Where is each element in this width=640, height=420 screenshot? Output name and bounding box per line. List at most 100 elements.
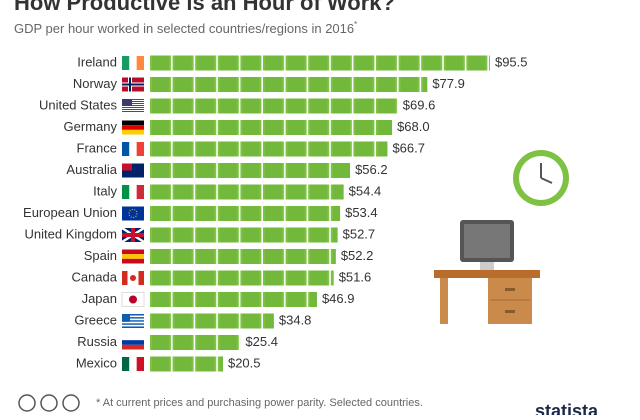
bar bbox=[150, 77, 428, 92]
flag-part bbox=[122, 99, 144, 100]
flag bbox=[122, 357, 144, 371]
flag-part bbox=[122, 326, 144, 328]
flag-part bbox=[122, 315, 144, 318]
flag-part bbox=[122, 120, 144, 126]
category-label: Spain bbox=[84, 248, 117, 263]
category-label: Germany bbox=[64, 119, 118, 134]
flag-part bbox=[122, 99, 132, 106]
value-label: $52.2 bbox=[341, 248, 374, 263]
category-label: United Kingdom bbox=[25, 226, 118, 241]
category-label: Mexico bbox=[76, 355, 117, 370]
value-label: $56.2 bbox=[355, 162, 388, 177]
flag-part bbox=[130, 275, 136, 281]
value-label: $34.8 bbox=[279, 312, 312, 327]
flag-part bbox=[122, 83, 144, 86]
flag-part bbox=[122, 254, 144, 259]
flag-part bbox=[122, 142, 130, 156]
flag-part bbox=[122, 185, 130, 199]
flag-part bbox=[136, 56, 144, 70]
category-label: Australia bbox=[66, 162, 117, 177]
flag-part bbox=[122, 129, 144, 135]
flag-part bbox=[122, 101, 144, 102]
category-label: Italy bbox=[93, 183, 117, 198]
flag-part bbox=[122, 357, 130, 371]
flag-part bbox=[136, 185, 144, 199]
flag bbox=[122, 271, 144, 285]
bar bbox=[150, 313, 274, 329]
flag-part bbox=[122, 314, 144, 316]
flag-part bbox=[122, 125, 144, 130]
value-label: $46.9 bbox=[322, 291, 355, 306]
value-label: $52.7 bbox=[343, 226, 376, 241]
flag-part bbox=[122, 109, 144, 110]
flag bbox=[122, 142, 144, 156]
category-label: Canada bbox=[71, 269, 117, 284]
bar bbox=[150, 120, 393, 135]
flag-part bbox=[129, 142, 137, 156]
flag-part bbox=[122, 317, 144, 319]
category-label: United States bbox=[39, 97, 118, 112]
bar bbox=[150, 141, 388, 157]
flag bbox=[122, 185, 144, 199]
flag-part bbox=[122, 335, 144, 341]
bar bbox=[150, 98, 398, 114]
bar bbox=[150, 270, 334, 286]
subtitle-mark: * bbox=[354, 20, 357, 29]
flag-part bbox=[122, 111, 144, 112]
flag-part bbox=[128, 209, 138, 218]
flag-part bbox=[122, 271, 128, 285]
flag-part bbox=[122, 105, 144, 106]
bar bbox=[150, 163, 351, 178]
flag-part bbox=[122, 163, 132, 171]
chart-title: How Productive is an Hour of Work? bbox=[14, 0, 395, 15]
value-label: $77.9 bbox=[432, 76, 465, 91]
flag bbox=[122, 206, 144, 221]
category-label: European Union bbox=[23, 205, 117, 220]
flag-part bbox=[122, 344, 144, 350]
flag bbox=[122, 249, 144, 264]
flag bbox=[122, 314, 144, 328]
flag-part bbox=[122, 233, 144, 237]
category-label: Greece bbox=[74, 312, 117, 327]
flag-part bbox=[122, 321, 144, 324]
source-logo: statista bbox=[535, 401, 599, 415]
flag-part bbox=[129, 56, 137, 70]
value-label: $53.4 bbox=[345, 205, 378, 220]
value-label: $25.4 bbox=[245, 334, 278, 349]
flag-part bbox=[129, 295, 137, 304]
desk-icon bbox=[434, 220, 540, 324]
flag-part bbox=[129, 185, 137, 199]
bar bbox=[150, 184, 344, 200]
flag-part bbox=[122, 323, 144, 325]
flag-part bbox=[122, 314, 130, 322]
category-label: Ireland bbox=[77, 54, 117, 69]
footnote: * At current prices and purchasing power… bbox=[96, 397, 423, 409]
flag bbox=[122, 335, 144, 350]
rows: Ireland $95.5 Norway $77.9 United States $69.… bbox=[23, 54, 528, 372]
flag-part bbox=[138, 271, 144, 285]
bar bbox=[150, 356, 223, 372]
value-label: $69.6 bbox=[403, 97, 436, 112]
bar bbox=[150, 227, 338, 243]
flag-part bbox=[122, 206, 144, 221]
flag bbox=[122, 99, 144, 112]
flag bbox=[122, 77, 144, 92]
value-label: $20.5 bbox=[228, 355, 261, 370]
category-label: Russia bbox=[77, 334, 118, 349]
flag-part bbox=[122, 258, 144, 264]
flag-part bbox=[121, 292, 145, 307]
category-label: France bbox=[77, 140, 117, 155]
flag bbox=[122, 163, 144, 178]
subtitle-text: GDP per hour worked in selected countrie… bbox=[14, 21, 354, 36]
value-label: $54.4 bbox=[349, 183, 382, 198]
flag-part bbox=[122, 107, 144, 108]
flag bbox=[122, 120, 144, 135]
license-icons bbox=[18, 394, 80, 412]
flag bbox=[121, 226, 145, 244]
value-label: $66.7 bbox=[392, 140, 425, 155]
value-label: $95.5 bbox=[495, 54, 528, 69]
flag bbox=[121, 292, 145, 307]
flag-part bbox=[136, 357, 144, 371]
